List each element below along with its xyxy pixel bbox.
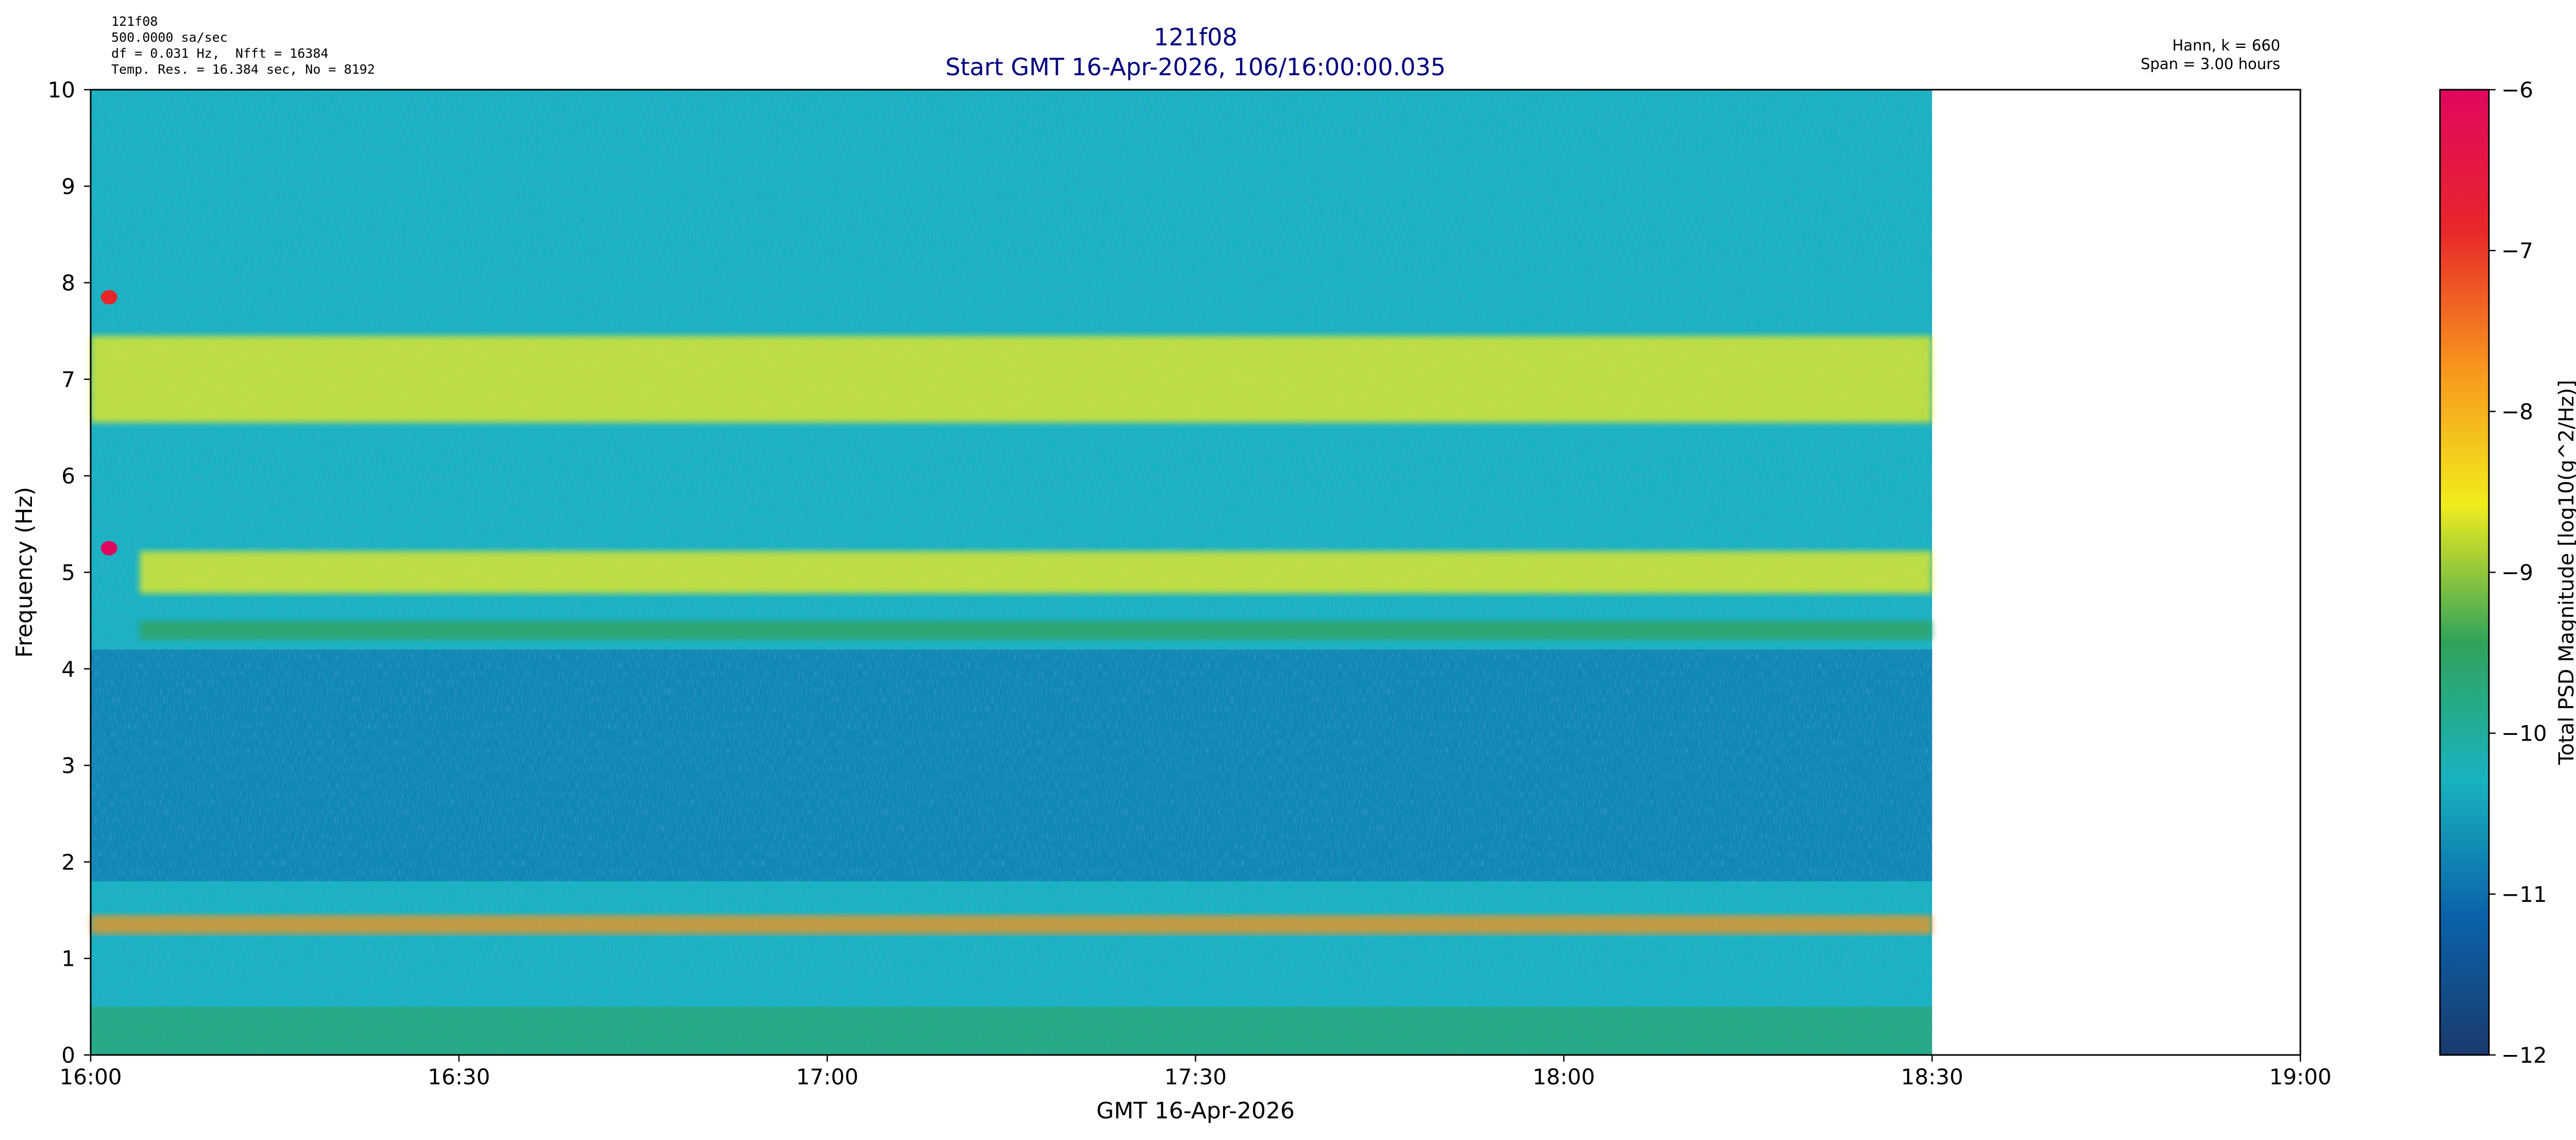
colorbar-bar <box>2439 89 2490 1056</box>
axes: 16:00 16:30 17:00 17:30 18:00 18:30 19:00 GMT 1… <box>11 77 2332 1124</box>
y-tick-label: 10 <box>48 77 75 103</box>
heatmap-feature-band <box>91 915 1933 934</box>
colorbar-tick-label: −8 <box>2501 399 2533 424</box>
x-tick-label: 17:30 <box>1164 1064 1227 1089</box>
info-block: 121f08 500.0000 sa/sec df = 0.031 Hz, Nfft… <box>111 13 375 77</box>
y-tick-label: 6 <box>61 463 75 489</box>
x-tick-label: 18:30 <box>1901 1064 1963 1089</box>
colorbar-tick-label: −12 <box>2501 1043 2547 1068</box>
y-tick-label: 0 <box>61 1043 75 1068</box>
colorbar-label: Total PSD Magnitude [log10(g^2/Hz)] <box>2555 380 2576 765</box>
x-tick-label: 16:30 <box>428 1064 490 1089</box>
x-tick-label: 16:00 <box>59 1064 122 1089</box>
heatmap-base-band <box>91 1007 1933 1055</box>
window-line-hann: Hann, k = 660 <box>2172 37 2280 54</box>
y-tick-label: 4 <box>61 657 75 682</box>
y-tick-label: 9 <box>61 174 75 199</box>
heatmap-feature-band <box>140 621 1933 640</box>
heatmap-feature-band <box>140 551 1933 594</box>
chart-title: 121f08 <box>1154 23 1238 51</box>
x-tick-label: 19:00 <box>2269 1064 2331 1089</box>
plot-area <box>91 90 1933 1055</box>
colorbar-tick-label: −6 <box>2501 77 2533 103</box>
colorbar-tick-label: −9 <box>2501 560 2533 585</box>
heatmap-feature-band <box>91 336 1933 423</box>
info-line-df: df = 0.031 Hz, Nfft = 16384 <box>111 46 329 61</box>
x-axis-label: GMT 16-Apr-2026 <box>1096 1098 1295 1124</box>
y-tick-label: 7 <box>61 367 75 392</box>
y-axis-label: Frequency (Hz) <box>11 487 38 658</box>
chart-subtitle: Start GMT 16-Apr-2026, 106/16:00:00.035 <box>945 53 1446 81</box>
colorbar-tick-label: −7 <box>2501 238 2533 263</box>
heatmap-feature-spot <box>100 290 117 305</box>
y-tick-label: 5 <box>61 560 75 585</box>
info-line-rate: 500.0000 sa/sec <box>111 30 228 45</box>
window-line-span: Span = 3.00 hours <box>2140 55 2280 73</box>
x-tick-label: 17:00 <box>796 1064 858 1089</box>
colorbar-tick-label: −11 <box>2501 882 2547 907</box>
info-line-resolution: Temp. Res. = 16.384 sec, No = 8192 <box>111 62 375 77</box>
heatmap-feature-spot <box>100 541 117 556</box>
colorbar-tick-label: −10 <box>2501 721 2547 746</box>
x-tick-label: 18:00 <box>1533 1064 1595 1089</box>
y-tick-label: 1 <box>61 946 75 971</box>
colorbar: −12 −11 −10 −9 −8 −7 −6 Total PSD Magnitude [lo… <box>2439 77 2576 1068</box>
y-tick-label: 8 <box>61 271 75 296</box>
window-info-block: Hann, k = 660 Span = 3.00 hours <box>2141 36 2280 73</box>
y-tick-label: 2 <box>61 849 75 875</box>
info-line-source: 121f08 <box>111 14 158 29</box>
y-tick-label: 3 <box>61 753 75 778</box>
